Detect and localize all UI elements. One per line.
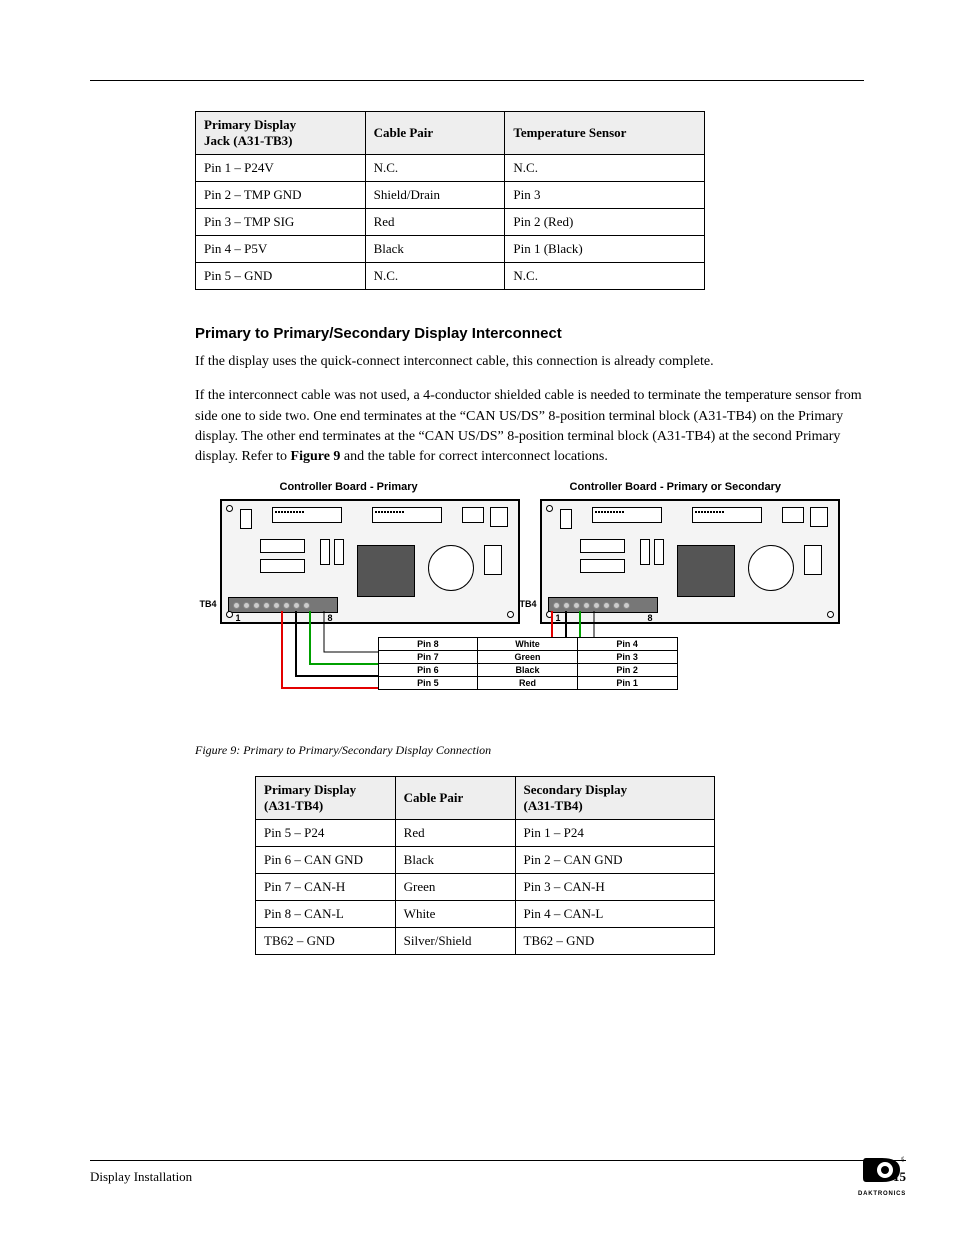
table-temp-sensor: Primary DisplayJack (A31-TB3) Cable Pair…: [195, 111, 705, 290]
table-row: Pin 3 – TMP SIGRedPin 2 (Red): [196, 209, 705, 236]
table-row: Pin 1 – P24VN.C.N.C.: [196, 155, 705, 182]
table-row: Pin 5 – GNDN.C.N.C.: [196, 263, 705, 290]
page-footer: Display Installation 15 ® DAKTRONICS: [90, 1160, 906, 1185]
table-interconnect: Primary Display(A31-TB4) Cable Pair Seco…: [255, 776, 715, 955]
table-row: Pin 4 – P5VBlackPin 1 (Black): [196, 236, 705, 263]
footer-left: Display Installation: [90, 1169, 192, 1185]
tb4-right: [548, 597, 658, 613]
svg-text:®: ®: [901, 1156, 904, 1164]
daktronics-logo: ® DAKTRONICS: [858, 1156, 906, 1197]
t2-h2: Cable Pair: [395, 777, 515, 820]
para-2: If the interconnect cable was not used, …: [195, 386, 864, 467]
figure-caption: Figure 9: Primary to Primary/Secondary D…: [195, 743, 864, 758]
t1-h2: Cable Pair: [365, 112, 505, 155]
t2-h3: Secondary Display(A31-TB4): [515, 777, 714, 820]
logo-text: DAKTRONICS: [858, 1191, 906, 1197]
t1-h3: Temperature Sensor: [505, 112, 705, 155]
table-row: Pin 7 – CAN-HGreenPin 3 – CAN-H: [256, 874, 715, 901]
table-row: Pin 2 – TMP GNDShield/DrainPin 3: [196, 182, 705, 209]
section-title: Primary to Primary/Secondary Display Int…: [195, 325, 864, 342]
board-title-right: Controller Board - Primary or Secondary: [570, 481, 782, 493]
table-row: Pin 5 – P24RedPin 1 – P24: [256, 820, 715, 847]
wire-map-table: Pin 8WhitePin 4Pin 7GreenPin 3Pin 6Black…: [378, 637, 678, 690]
table-row: Pin 6 – CAN GNDBlackPin 2 – CAN GND: [256, 847, 715, 874]
board-title-left: Controller Board - Primary: [280, 481, 418, 493]
t1-h1: Primary DisplayJack (A31-TB3): [196, 112, 366, 155]
tb4-label-right: TB4: [520, 599, 537, 609]
board-primary: TB4 1 8: [220, 499, 520, 624]
para-1: If the display uses the quick-connect in…: [195, 352, 864, 372]
table-row: TB62 – GNDSilver/ShieldTB62 – GND: [256, 928, 715, 955]
tb4-label-left: TB4: [200, 599, 217, 609]
t2-h1: Primary Display(A31-TB4): [256, 777, 396, 820]
table-row: Pin 8 – CAN-LWhitePin 4 – CAN-L: [256, 901, 715, 928]
tb4-left: [228, 597, 338, 613]
interconnect-diagram: Controller Board - Primary Controller Bo…: [220, 481, 840, 741]
board-secondary: TB4 1 8: [540, 499, 840, 624]
